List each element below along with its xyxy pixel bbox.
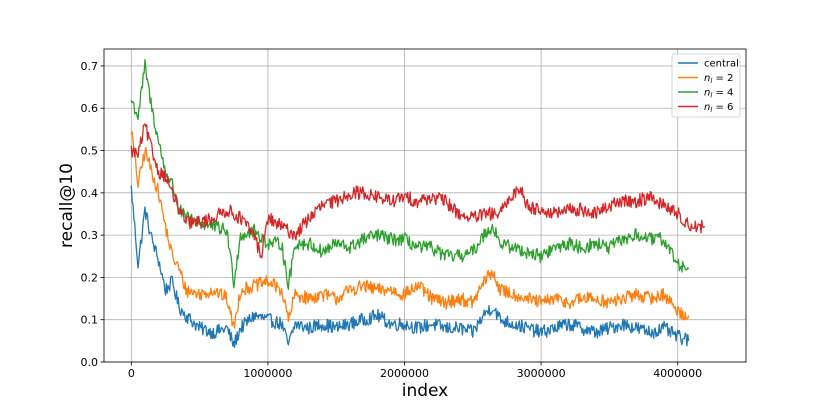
series-line bbox=[130, 123, 706, 259]
y-tick-label: 0.7 bbox=[81, 60, 99, 73]
y-tick-label: 0.0 bbox=[81, 356, 99, 369]
legend-label: nl = 4 bbox=[704, 88, 733, 100]
legend-label-rest: = 2 bbox=[712, 73, 733, 84]
legend-label-subscript: l bbox=[710, 77, 712, 85]
y-tick-label: 0.2 bbox=[81, 271, 99, 284]
y-axis-label: recall@10 bbox=[57, 163, 77, 248]
legend-box bbox=[671, 53, 741, 118]
x-tick-label: 3000000 bbox=[517, 367, 566, 380]
series-line bbox=[130, 185, 690, 348]
legend-label: central bbox=[704, 59, 739, 70]
x-tick-label: 2000000 bbox=[380, 367, 429, 380]
x-axis-label: index bbox=[402, 381, 449, 401]
x-axis-ticks: 0 1000000 2000000 3000000 4000000 bbox=[128, 362, 702, 380]
y-tick-label: 0.1 bbox=[81, 314, 99, 327]
series-line bbox=[130, 131, 690, 329]
series-lines bbox=[130, 58, 706, 348]
x-tick-label: 0 bbox=[128, 367, 135, 380]
legend-label-rest: = 6 bbox=[712, 102, 733, 113]
legend-label-subscript: l bbox=[710, 106, 712, 114]
legend-label-base: n bbox=[704, 88, 710, 99]
y-tick-label: 0.5 bbox=[81, 145, 99, 158]
legend-label-rest: = 4 bbox=[712, 88, 733, 99]
grid bbox=[104, 49, 746, 363]
series-line bbox=[130, 58, 690, 290]
legend-label-base: n bbox=[704, 102, 710, 113]
legend-label-base: n bbox=[704, 73, 710, 84]
y-tick-label: 0.3 bbox=[81, 229, 99, 242]
legend-label-subscript: l bbox=[710, 92, 712, 100]
y-axis-ticks: 0.0 0.1 0.2 0.3 0.4 0.5 0.6 0.7 bbox=[81, 60, 104, 369]
y-tick-label: 0.6 bbox=[81, 102, 99, 115]
legend-label: nl = 2 bbox=[704, 73, 733, 85]
x-tick-label: 1000000 bbox=[243, 367, 292, 380]
plot-frame bbox=[103, 48, 747, 363]
y-tick-label: 0.4 bbox=[81, 187, 99, 200]
legend-label: nl = 6 bbox=[704, 102, 733, 114]
x-tick-label: 4000000 bbox=[653, 367, 702, 380]
